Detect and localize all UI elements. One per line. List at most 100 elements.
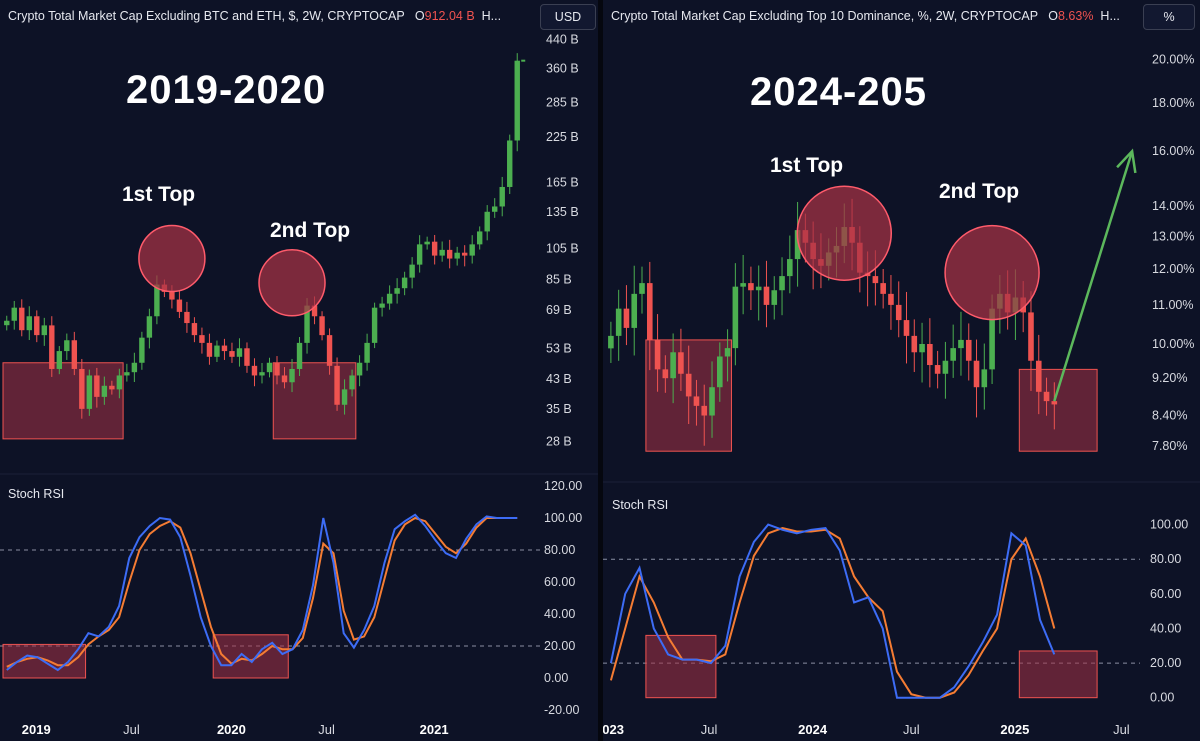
right-x-axis-label: Jul [701,722,718,737]
right-chart-svg: 20.00% 18.00% 16.00% 14.00% 13.00% 12.00% 11.0… [603,53,1200,737]
right-candle [965,339,972,361]
right-candle [779,276,785,291]
left-price-axis-label: 105 B [546,241,579,255]
right-candle [608,335,614,349]
right-rsi-axis-label: 80.00 [1150,552,1181,566]
left-top-circle-2 [258,249,326,317]
left-candle [229,351,235,357]
left-rsi-axis-label: 60.00 [544,575,575,589]
right-candle [662,369,669,379]
left-candle [446,249,453,259]
right-price-highlight-box-2 [1018,368,1098,452]
left-x-axis-label: Jul [318,722,335,737]
left-candle [41,325,47,336]
left-candle [34,316,40,336]
left-candle [214,345,220,357]
left-candle [49,325,55,369]
right-candle [631,293,638,328]
left-header-o-label: O [414,9,425,23]
left-price-axis-label: 28 B [546,434,572,448]
right-price-axis-label: 20.00% [1152,53,1194,67]
left-candle [514,60,520,141]
left-rsi-axis-label: 120.00 [544,479,582,493]
left-candle [139,337,145,363]
right-price-axis-label: 12.00% [1152,262,1194,276]
left-candle [461,252,468,256]
right-price-axis-label: 7.80% [1152,439,1187,453]
right-price-axis-label: 18.00% [1152,96,1194,110]
left-candle [71,340,78,369]
left-currency-button[interactable]: USD [540,4,596,30]
left-candle [319,316,325,336]
left-candle [236,348,243,357]
left-candle [304,305,310,343]
right-unit-button[interactable]: % [1143,4,1195,30]
left-price-axis-label: 85 B [546,272,572,286]
right-candle [771,290,778,305]
left-candle [251,365,258,376]
right-candle [927,343,933,366]
left-candle [94,375,100,397]
right-header-o-value: 8.63% [1058,9,1094,23]
right-rsi-axis-label: 0.00 [1150,691,1174,705]
right-top-circle-1 [796,185,893,281]
left-candle [124,372,130,376]
left-candle [349,375,355,390]
left-candle [334,365,340,405]
right-x-axis-label: Jul [903,722,920,737]
left-candle [169,291,175,300]
left-candle [364,342,370,363]
right-candle [958,339,964,349]
right-candle [895,304,902,321]
left-price-axis-label: 440 B [546,32,579,46]
left-candle [371,307,378,343]
left-rsi-axis-label: 40.00 [544,607,575,621]
left-chart-svg: 440 B 360 B 285 B 225 B 165 B 135 B 105 B 85 B 6… [0,32,598,737]
right-candle [981,369,988,388]
right-price-axis-label: 14.00% [1152,199,1194,213]
left-candle [507,140,513,187]
left-candle [409,264,415,278]
right-candle [654,339,661,370]
left-candle [259,372,265,376]
left-candle [191,323,198,336]
left-rsi-axis-label: 0.00 [544,671,568,685]
left-candle [386,293,393,304]
right-candle [888,293,894,305]
left-x-axis-label: 2019 [22,722,51,737]
right-price-axis-label: 8.40% [1152,409,1187,423]
right-x-axis-label: 2025 [1000,722,1029,737]
right-candle [919,343,925,353]
right-candle [670,352,676,379]
right-candle [763,286,770,305]
right-candle [615,308,622,336]
right-candle [1035,360,1042,392]
left-candle [11,307,17,321]
right-candle [646,283,653,340]
right-candle [794,230,801,260]
left-annotation-second-top: 2nd Top [270,219,351,242]
right-candle [989,308,995,370]
right-header-o-label: O [1048,9,1058,23]
left-candle [4,320,10,326]
right-candle [678,352,684,374]
left-chart-panel: Crypto Total Market Cap Excluding BTC an… [0,0,598,741]
right-price-axis-label: 13.00% [1152,229,1194,243]
right-header-title: Crypto Total Market Cap Excluding Top 10… [611,9,1038,23]
right-rsi-highlight-box-2 [1018,650,1098,699]
breakout-arrow-line [1053,150,1134,402]
right-rsi-axis-label: 100.00 [1150,518,1188,532]
right-candle [724,348,731,357]
left-candle [341,389,348,405]
left-candle [86,375,93,409]
left-candle [454,252,460,259]
left-stoch-d-line [6,516,518,668]
left-candle [416,244,423,265]
right-x-axis-label: 2023 [603,722,624,737]
right-candle [701,405,708,416]
right-candle [973,360,980,388]
right-candle [872,276,879,284]
right-candle [934,365,941,374]
left-annotation-first-top: 1st Top [122,183,196,206]
left-candle [64,340,70,352]
